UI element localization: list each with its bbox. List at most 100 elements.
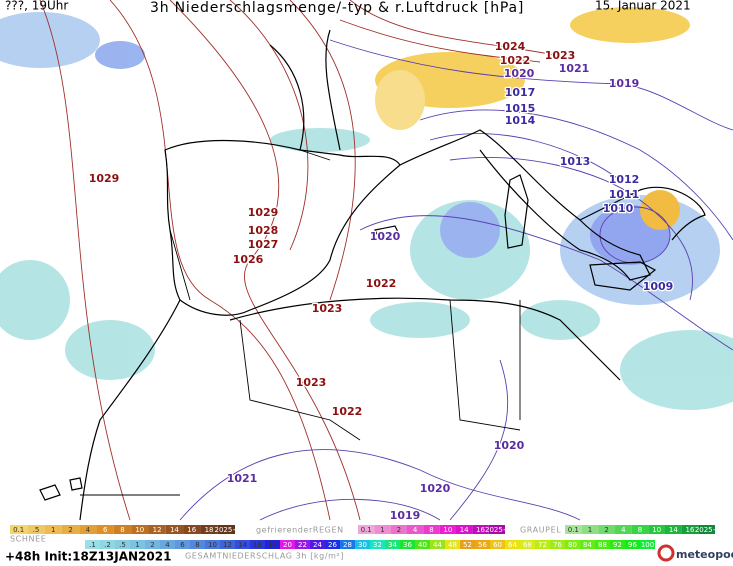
legend-value: 34: [388, 541, 397, 549]
legend-swatch: [85, 540, 100, 549]
isobar-label: 1022: [366, 277, 397, 290]
legend-value: 76: [553, 541, 562, 549]
legend-value: 1: [380, 526, 384, 534]
legend-swatch: [235, 540, 250, 549]
legend-name: gefrierenderREGEN: [256, 526, 344, 535]
legend-swatch: [520, 540, 535, 549]
legend-name: GESAMTNIEDERSCHLAG 3h [kg/m²]: [185, 552, 344, 561]
legend-swatch: [96, 525, 114, 534]
isobar-label: 1014: [505, 114, 536, 127]
legend-swatch: [681, 525, 699, 534]
date-label: 15. Januar 2021: [595, 0, 691, 13]
legend-value: 52: [463, 541, 472, 549]
legend-swatch: [200, 525, 218, 534]
isobar-label: 1023: [296, 376, 327, 389]
legend-value: 14: [460, 526, 469, 534]
legend-swatch: [400, 540, 415, 549]
legend-swatch: [131, 525, 149, 534]
legend-value: 1: [51, 526, 55, 534]
legend-swatch: [183, 525, 201, 534]
isobar-label: 1023: [545, 49, 576, 62]
legend-value: 2025+: [215, 526, 239, 534]
legend-value: 2: [150, 541, 154, 549]
legend-value: 92: [613, 541, 622, 549]
legend-swatch: [190, 540, 205, 549]
legend-value: 14: [170, 526, 179, 534]
legend-value: 2025+: [695, 526, 719, 534]
legend-swatch: [445, 540, 460, 549]
isobar-label: 1020: [420, 482, 451, 495]
legend-value: 10: [652, 526, 661, 534]
legend-value: 18: [268, 541, 277, 549]
legend-swatch: [535, 540, 550, 549]
legend-swatch: [565, 525, 582, 534]
legend-value: 12: [153, 526, 162, 534]
legend-value: 22: [298, 541, 307, 549]
legend-swatch: [280, 540, 295, 549]
isobar-label: 1019: [609, 77, 640, 90]
time-label: ???, 19Uhr: [5, 0, 68, 13]
legend-value: 6: [103, 526, 108, 534]
legend-swatch: [505, 540, 520, 549]
legend-value: 4: [413, 526, 418, 534]
legend-swatch: [390, 525, 407, 534]
legend-value: 96: [628, 541, 637, 549]
coastlines: [39, 29, 706, 521]
legend-swatch: [79, 525, 97, 534]
legend-value: 40: [418, 541, 427, 549]
legend-value: 10: [135, 526, 144, 534]
isobar-label: 1028: [248, 224, 279, 237]
legend-value: 26: [328, 541, 337, 549]
legend-value: 4: [621, 526, 626, 534]
legend-swatch: [61, 525, 80, 534]
isobar-label: 1010: [603, 202, 634, 215]
legend-value: 4: [165, 541, 170, 549]
legend-name: SCHNEE: [10, 535, 46, 544]
legend-swatch: [130, 540, 145, 549]
legend-swatch: [423, 525, 440, 534]
legend-value: 0.1: [568, 526, 579, 534]
precipitation: [0, 7, 733, 410]
legend-value: 12: [223, 541, 232, 549]
run-label: +48h Init:18Z13JAN2021: [5, 550, 171, 564]
legend-value: 100: [641, 541, 654, 549]
legend-swatch: [113, 525, 132, 534]
legend-value: 24: [313, 541, 322, 549]
isobar-label: 1029: [248, 206, 279, 219]
legend-swatch: [160, 540, 175, 549]
legend-value: 8: [638, 526, 642, 534]
legend-swatch: [295, 540, 310, 549]
legend-swatch: [640, 540, 655, 549]
legend-value: 36: [403, 541, 412, 549]
legend-value: 72: [538, 541, 547, 549]
isobar-label: 1020: [504, 67, 535, 80]
legend-value: 88: [598, 541, 607, 549]
legend-swatch: [598, 525, 615, 534]
legend-value: .2: [104, 541, 111, 549]
isobar-label: 1029: [89, 172, 120, 185]
legend-value: 8: [195, 541, 199, 549]
legend-value: 84: [583, 541, 592, 549]
legend-value: 56: [478, 541, 487, 549]
legend-swatch: [490, 540, 505, 549]
legend-value: 18: [205, 526, 214, 534]
legend-value: 2025+: [485, 526, 509, 534]
legend-swatch: [217, 525, 235, 534]
isobar-label: 1020: [370, 230, 401, 243]
isobar-label: 1013: [560, 155, 591, 168]
isobar-label: 1012: [609, 173, 640, 186]
legend-swatch: [374, 525, 391, 534]
isobar-label: 1023: [312, 302, 343, 315]
legend-value: 1: [588, 526, 592, 534]
legend-name: GRAUPEL: [520, 526, 561, 535]
legend-value: 80: [568, 541, 577, 549]
legend-value: 20: [283, 541, 292, 549]
legend-value: 10: [443, 526, 452, 534]
legend-swatch: [10, 525, 28, 534]
legend-value: 4: [86, 526, 91, 534]
isobars: [39, 0, 733, 521]
legend-swatch: [475, 540, 490, 549]
isobar-label: 1019: [390, 509, 421, 522]
legend-value: 10: [208, 541, 217, 549]
legend-value: 68: [523, 541, 532, 549]
